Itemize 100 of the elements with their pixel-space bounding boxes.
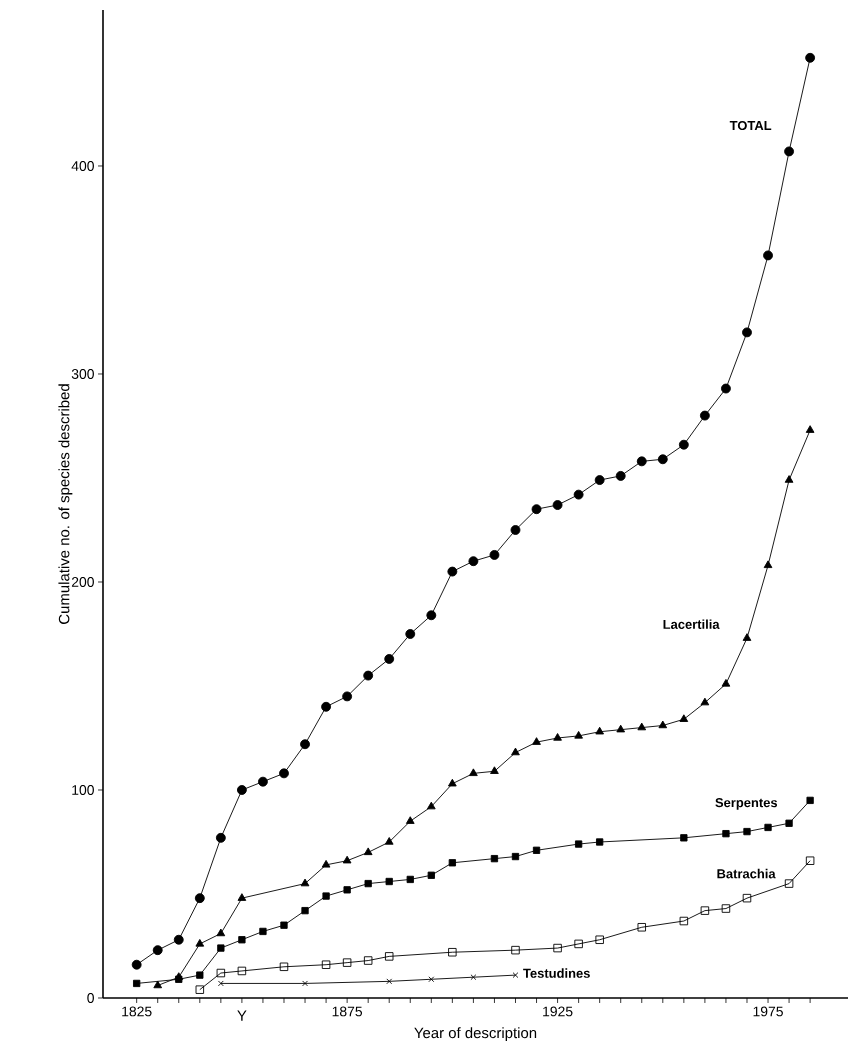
point: [489, 550, 500, 560]
point: [342, 691, 353, 702]
point: [384, 952, 394, 961]
point: [805, 52, 816, 63]
point: [153, 980, 163, 989]
point: [300, 878, 310, 887]
y-tick-label: 100: [72, 785, 94, 795]
point: [302, 980, 308, 987]
point: [216, 928, 226, 937]
point: [531, 504, 542, 515]
point: [385, 877, 393, 886]
point: [405, 629, 416, 639]
point: [196, 971, 204, 979]
point: [552, 500, 563, 510]
point: [279, 768, 289, 779]
x-tick-label: 1825: [122, 1006, 152, 1017]
series-label: Batrachia: [717, 868, 776, 879]
point: [236, 785, 247, 795]
point: [742, 633, 752, 641]
point: [428, 976, 435, 983]
point: [511, 852, 520, 861]
text: Lacertilia: [663, 619, 720, 629]
x-tick-label: 1875: [332, 1006, 363, 1017]
point: [678, 439, 689, 450]
point: [363, 847, 373, 856]
point: [386, 978, 393, 985]
text: Y: [237, 1010, 247, 1021]
point: [721, 904, 731, 913]
point: [657, 454, 668, 465]
point: [805, 856, 815, 865]
point: [321, 960, 331, 969]
point: [636, 456, 647, 467]
point: [784, 475, 794, 483]
point: [363, 956, 373, 965]
point: [658, 720, 668, 729]
series-label: Testudines: [523, 968, 590, 978]
point: [301, 906, 309, 915]
point: [238, 936, 246, 944]
point: [722, 830, 730, 838]
point: [215, 832, 226, 843]
y-axis-title: Cumulative no. of species described: [58, 384, 73, 624]
point: [321, 701, 332, 712]
point: [637, 923, 646, 932]
point: [406, 875, 414, 884]
point: [594, 475, 605, 485]
series-label: TOTAL: [729, 120, 772, 131]
point: [131, 959, 142, 970]
point: [237, 893, 247, 901]
point: [721, 678, 731, 687]
point: [321, 859, 331, 868]
point: [490, 766, 499, 774]
point: [680, 834, 688, 842]
point: [553, 943, 562, 953]
point: [637, 722, 647, 731]
point: [742, 893, 752, 903]
point: [532, 846, 541, 854]
point: [194, 893, 205, 904]
point: [173, 934, 184, 945]
point: [574, 730, 583, 739]
x-tick-label: 1925: [543, 1006, 573, 1017]
point: [470, 974, 477, 981]
point: [237, 966, 247, 976]
point: [700, 697, 710, 706]
x-tick-label: 1975: [753, 1006, 783, 1017]
point: [574, 939, 583, 949]
point: [595, 726, 604, 735]
point: [405, 816, 415, 824]
point: [426, 801, 436, 810]
point: [512, 972, 519, 979]
point: [679, 714, 689, 722]
point: [574, 840, 583, 848]
point: [679, 916, 689, 926]
point: [133, 979, 141, 988]
point: [342, 958, 352, 967]
point: [280, 921, 288, 929]
point: [259, 927, 267, 936]
point: [511, 747, 520, 756]
point: [784, 146, 795, 157]
point: [217, 944, 225, 952]
point: [511, 945, 520, 955]
point: [195, 938, 205, 947]
point: [384, 837, 394, 845]
point: [616, 724, 626, 733]
point: [195, 985, 205, 994]
point: [596, 838, 604, 846]
point: [448, 947, 457, 957]
x-axis-title: Year of description: [414, 1027, 537, 1042]
series-label: Serpentes: [715, 798, 778, 810]
point: [573, 489, 584, 500]
point: [258, 776, 268, 787]
point: [785, 819, 793, 827]
point: [300, 739, 310, 750]
point: [615, 470, 626, 481]
point: [152, 945, 163, 956]
point: [384, 654, 395, 664]
point: [216, 968, 226, 978]
y-tick-label: 0: [87, 993, 94, 1003]
point: [426, 610, 437, 621]
point: [700, 906, 710, 915]
y-tick-label: 300: [71, 369, 94, 379]
